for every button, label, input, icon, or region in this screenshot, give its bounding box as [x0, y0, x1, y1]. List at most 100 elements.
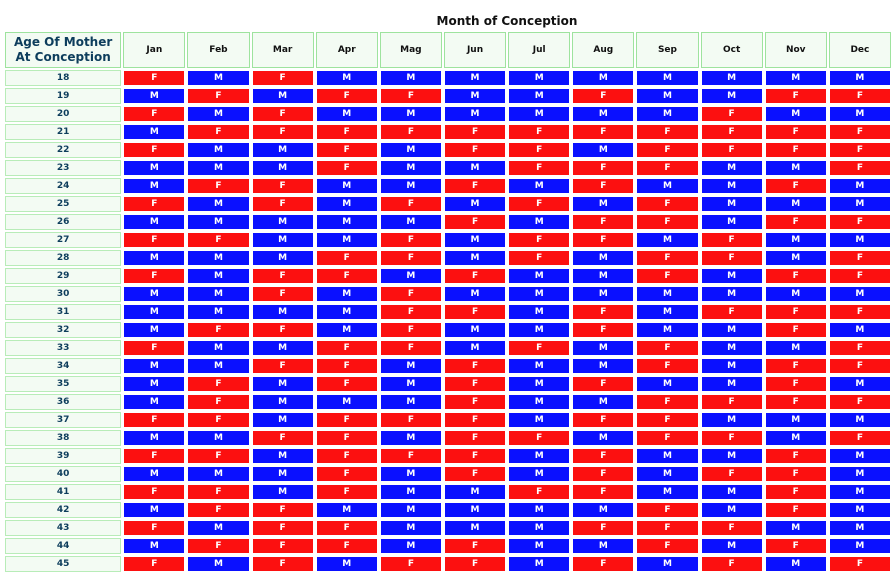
female-cell: F [828, 268, 891, 284]
female-cell: F [187, 448, 250, 464]
age-cell: 19 [5, 88, 122, 104]
female-cell: F [764, 268, 827, 284]
female-cell: F [251, 358, 314, 374]
female-cell: F [251, 322, 314, 338]
male-cell: M [443, 484, 507, 500]
age-cell: 30 [5, 286, 122, 302]
male-cell: M [443, 70, 507, 86]
male-cell: M [379, 106, 442, 122]
age-cell: 45 [5, 556, 122, 572]
female-cell: F [187, 394, 250, 410]
female-cell: F [700, 232, 763, 248]
male-cell: M [572, 268, 635, 284]
female-cell: F [572, 466, 635, 482]
female-cell: F [251, 520, 314, 536]
male-cell: M [123, 394, 186, 410]
female-cell: F [636, 358, 699, 374]
female-cell: F [572, 448, 635, 464]
male-cell: M [508, 178, 571, 194]
female-cell: F [315, 358, 378, 374]
female-cell: F [828, 124, 891, 140]
male-cell: M [508, 376, 571, 392]
female-cell: F [251, 124, 314, 140]
female-cell: F [764, 88, 827, 104]
male-cell: M [379, 538, 442, 554]
male-cell: M [508, 412, 571, 428]
female-cell: F [508, 160, 571, 176]
female-cell: F [764, 214, 827, 230]
age-cell: 33 [5, 340, 122, 356]
table-row: 21 M F F F F F F F F F F F [5, 124, 891, 140]
female-cell: F [123, 268, 186, 284]
female-cell: F [443, 394, 507, 410]
male-cell: M [508, 466, 571, 482]
female-cell: F [636, 394, 699, 410]
male-cell: M [572, 358, 635, 374]
age-cell: 18 [5, 70, 122, 86]
table-row: 31 M M M M F F M F M F F F [5, 304, 891, 320]
female-cell: F [508, 484, 571, 500]
male-cell: M [636, 88, 699, 104]
male-cell: M [636, 466, 699, 482]
male-cell: M [764, 106, 827, 122]
female-cell: F [315, 160, 378, 176]
male-cell: M [251, 448, 314, 464]
male-cell: M [700, 88, 763, 104]
female-cell: F [187, 538, 250, 554]
female-cell: F [187, 502, 250, 518]
male-cell: M [379, 394, 442, 410]
male-cell: M [508, 556, 571, 572]
female-cell: F [315, 430, 378, 446]
chart-title: Month of Conception [436, 14, 578, 28]
table-row: 37 F F M F F F M F F M M M [5, 412, 891, 428]
female-cell: F [251, 556, 314, 572]
male-cell: M [251, 484, 314, 500]
female-cell: F [508, 340, 571, 356]
female-cell: F [443, 466, 507, 482]
male-cell: M [379, 358, 442, 374]
table-row: 45 F M F M F F M F M F M F [5, 556, 891, 572]
table-row: 29 F M F F M F M M F M F F [5, 268, 891, 284]
female-cell: F [764, 466, 827, 482]
table-row: 38 M M F F M F F M F F M F [5, 430, 891, 446]
age-cell: 27 [5, 232, 122, 248]
male-cell: M [572, 286, 635, 302]
female-cell: F [764, 502, 827, 518]
female-cell: F [315, 376, 378, 392]
female-cell: F [700, 124, 763, 140]
male-cell: M [123, 502, 186, 518]
month-header-dec: Dec [828, 32, 891, 68]
male-cell: M [187, 196, 250, 212]
female-cell: F [828, 142, 891, 158]
female-cell: F [123, 412, 186, 428]
age-cell: 23 [5, 160, 122, 176]
table-row: 20 F M F M M M M M M F M M [5, 106, 891, 122]
table-row: 26 M M M M M F M F F M F F [5, 214, 891, 230]
female-cell: F [443, 214, 507, 230]
female-cell: F [379, 556, 442, 572]
male-cell: M [828, 106, 891, 122]
male-cell: M [636, 322, 699, 338]
age-cell: 22 [5, 142, 122, 158]
male-cell: M [187, 304, 250, 320]
male-cell: M [251, 394, 314, 410]
female-cell: F [572, 160, 635, 176]
month-header-oct: Oct [700, 32, 763, 68]
age-cell: 20 [5, 106, 122, 122]
female-cell: F [764, 124, 827, 140]
age-cell: 32 [5, 322, 122, 338]
female-cell: F [636, 268, 699, 284]
male-cell: M [251, 88, 314, 104]
female-cell: F [508, 124, 571, 140]
female-cell: F [379, 196, 442, 212]
month-header-nov: Nov [764, 32, 827, 68]
female-cell: F [764, 448, 827, 464]
male-cell: M [123, 376, 186, 392]
female-cell: F [636, 142, 699, 158]
male-cell: M [636, 484, 699, 500]
female-cell: F [636, 520, 699, 536]
female-cell: F [828, 160, 891, 176]
male-cell: M [379, 430, 442, 446]
male-cell: M [251, 232, 314, 248]
male-cell: M [828, 502, 891, 518]
